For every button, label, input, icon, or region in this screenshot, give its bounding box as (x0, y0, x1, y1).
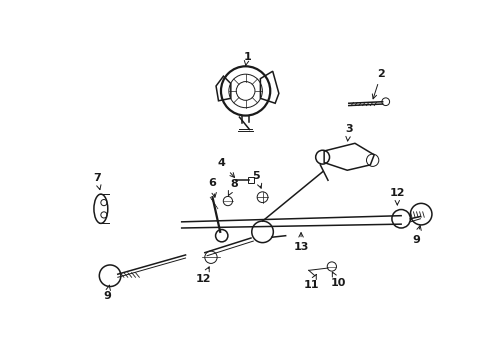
Text: 8: 8 (228, 179, 238, 195)
Text: 12: 12 (195, 267, 211, 284)
Text: 5: 5 (252, 171, 261, 188)
Text: 4: 4 (217, 158, 234, 177)
Text: 12: 12 (389, 188, 404, 205)
Bar (247, 177, 254, 183)
Text: 10: 10 (330, 272, 345, 288)
Text: 3: 3 (344, 125, 352, 141)
Text: 7: 7 (93, 173, 101, 190)
Text: 6: 6 (208, 178, 216, 197)
Text: 11: 11 (303, 274, 318, 290)
Text: 2: 2 (371, 69, 384, 99)
Text: 9: 9 (103, 285, 111, 301)
Text: 13: 13 (293, 233, 308, 252)
Text: 1: 1 (243, 52, 250, 65)
Text: 9: 9 (412, 226, 420, 244)
